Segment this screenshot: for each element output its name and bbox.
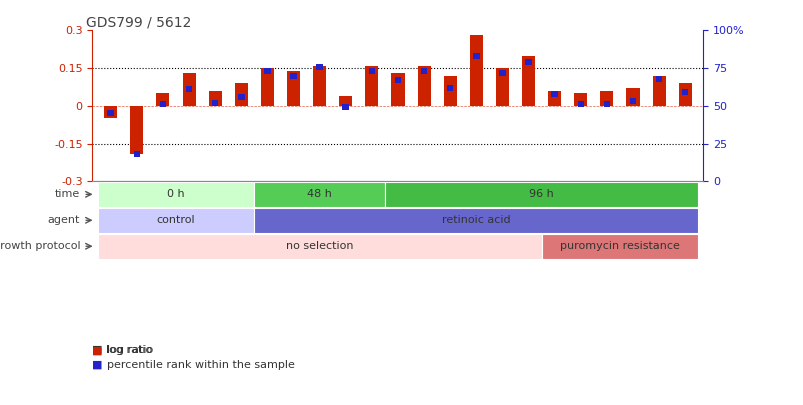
Bar xyxy=(254,208,698,233)
Bar xyxy=(603,101,609,107)
Bar xyxy=(157,93,169,106)
Bar xyxy=(260,68,274,106)
Bar xyxy=(626,88,638,106)
Bar xyxy=(446,85,453,91)
Bar xyxy=(209,91,222,106)
Bar xyxy=(385,182,698,207)
Bar xyxy=(551,91,557,97)
Bar xyxy=(499,70,505,76)
Text: puromycin resistance: puromycin resistance xyxy=(560,241,679,251)
Bar xyxy=(108,111,114,116)
Bar xyxy=(316,64,323,70)
Bar xyxy=(495,68,508,106)
Bar xyxy=(394,77,401,83)
Text: 48 h: 48 h xyxy=(307,189,332,199)
Text: log ratio: log ratio xyxy=(107,345,153,355)
Bar xyxy=(234,83,247,106)
Bar xyxy=(287,70,300,106)
Bar xyxy=(521,55,535,106)
Text: ■ log ratio: ■ log ratio xyxy=(92,345,153,355)
Bar xyxy=(655,76,662,82)
Bar xyxy=(238,94,244,100)
Bar xyxy=(368,68,375,74)
Text: 0 h: 0 h xyxy=(167,189,185,199)
Bar xyxy=(417,66,430,106)
Bar xyxy=(629,98,635,104)
Bar xyxy=(97,234,541,259)
Bar xyxy=(254,182,385,207)
Bar xyxy=(391,73,404,106)
Bar xyxy=(681,89,687,95)
Bar xyxy=(600,91,613,106)
Bar xyxy=(97,208,254,233)
Bar xyxy=(652,76,665,106)
Text: retinoic acid: retinoic acid xyxy=(442,215,510,225)
Bar xyxy=(339,96,352,106)
Bar xyxy=(212,100,218,106)
Text: growth protocol: growth protocol xyxy=(0,241,80,251)
Text: GDS799 / 5612: GDS799 / 5612 xyxy=(86,15,191,29)
Bar xyxy=(577,101,583,107)
Bar xyxy=(290,72,296,79)
Text: control: control xyxy=(157,215,195,225)
Bar xyxy=(342,104,349,111)
Bar xyxy=(443,76,456,106)
Bar xyxy=(548,91,560,106)
Text: percentile rank within the sample: percentile rank within the sample xyxy=(107,360,295,369)
Text: ■: ■ xyxy=(92,345,103,355)
Bar xyxy=(160,101,166,107)
Bar xyxy=(97,182,254,207)
Bar xyxy=(678,83,691,106)
Bar xyxy=(182,73,195,106)
Text: ■: ■ xyxy=(92,360,103,369)
Bar xyxy=(472,53,479,59)
Bar xyxy=(365,66,378,106)
Bar xyxy=(541,234,698,259)
Bar xyxy=(573,93,586,106)
Text: time: time xyxy=(55,189,80,199)
Text: 96 h: 96 h xyxy=(528,189,553,199)
Text: agent: agent xyxy=(48,215,80,225)
Bar xyxy=(312,66,326,106)
Bar xyxy=(420,68,427,74)
Bar xyxy=(133,151,140,157)
Bar xyxy=(185,86,192,92)
Text: no selection: no selection xyxy=(286,241,353,251)
Bar xyxy=(130,106,143,153)
Bar xyxy=(524,59,531,65)
Bar xyxy=(469,35,483,106)
Bar xyxy=(264,68,271,74)
Bar xyxy=(104,106,117,118)
